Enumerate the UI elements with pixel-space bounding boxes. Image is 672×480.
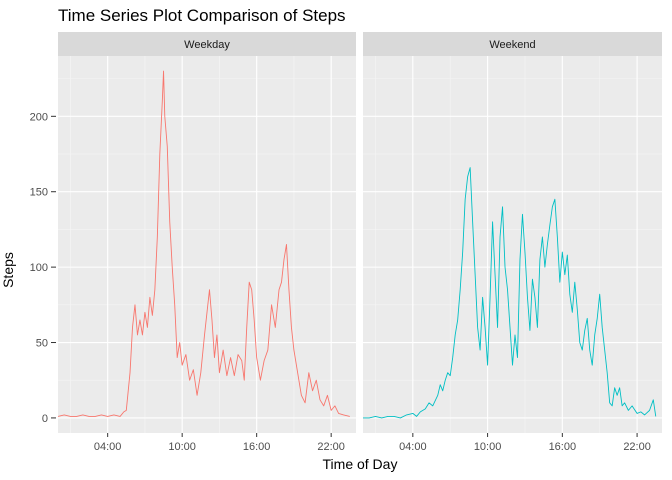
series-line-weekday [57, 70, 350, 417]
y-tick-label: 0 [42, 413, 48, 425]
y-tick-label: 150 [30, 187, 48, 199]
y-axis-label: Steps [0, 252, 16, 288]
x-tick-label: 10:00 [474, 441, 502, 453]
x-tick-label: 10:00 [168, 441, 196, 453]
panel-background [363, 56, 662, 433]
x-tick-label: 22:00 [623, 441, 651, 453]
x-tick-label: 22:00 [317, 441, 345, 453]
x-tick-label: 16:00 [549, 441, 577, 453]
x-tick-label: 16:00 [243, 441, 271, 453]
facet-strip [58, 32, 356, 56]
x-tick-label: 04:00 [399, 441, 427, 453]
x-axis-label: Time of Day [322, 456, 398, 472]
panel-background [58, 56, 356, 433]
chart-title: Time Series Plot Comparison of Steps [58, 6, 346, 25]
y-tick-label: 200 [30, 111, 48, 123]
facet-strip [363, 32, 662, 56]
facet-strip-label: Weekend [489, 39, 535, 51]
series-line-weekend [363, 167, 657, 419]
y-tick-label: 100 [30, 262, 48, 274]
y-tick-label: 50 [36, 338, 48, 350]
x-tick-label: 04:00 [94, 441, 122, 453]
facet-strip-label: Weekday [184, 39, 230, 51]
